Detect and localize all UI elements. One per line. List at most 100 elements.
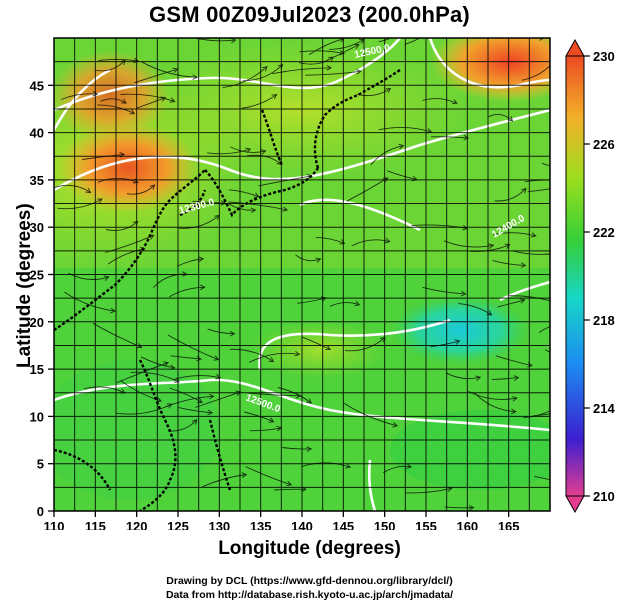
streamline-arrow — [339, 239, 346, 245]
streamline-arrow — [468, 504, 475, 511]
streamline — [222, 66, 268, 89]
streamline-arrow — [169, 97, 176, 103]
streamline — [430, 340, 460, 348]
streamline-arrow — [245, 147, 252, 154]
streamline — [207, 148, 251, 155]
x-tick-label: 150 — [374, 519, 396, 530]
streamline — [61, 93, 98, 100]
streamline-arrow — [261, 65, 268, 72]
streamline-arrow — [384, 237, 391, 244]
streamline — [141, 61, 198, 78]
streamline — [497, 299, 525, 308]
x-tick-label: 135 — [250, 519, 272, 530]
streamline — [57, 198, 103, 210]
streamline-arrow — [339, 49, 346, 56]
streamline — [282, 447, 312, 450]
streamline — [178, 215, 220, 229]
streamline — [351, 239, 390, 247]
streamline — [512, 250, 550, 255]
streamline-arrow — [556, 405, 561, 410]
streamline-arrow — [92, 91, 99, 97]
streamline-arrow — [353, 44, 360, 50]
streamline-arrow — [513, 375, 520, 381]
streamline — [120, 93, 175, 102]
streamline-arrow — [475, 375, 482, 381]
streamline-arrow — [268, 356, 275, 363]
streamline — [95, 59, 126, 72]
colorbar-tick-label: 222 — [593, 225, 615, 240]
streamline-arrow — [306, 398, 313, 404]
streamline — [533, 413, 550, 417]
streamline — [250, 427, 282, 432]
streamline-arrow — [306, 446, 313, 452]
streamline-arrow — [454, 339, 461, 345]
y-tick-label: 10 — [30, 409, 44, 424]
streamline-arrow — [511, 396, 518, 402]
x-axis-label: Longitude (degrees) — [218, 538, 401, 559]
streamline-arrow — [166, 403, 173, 409]
streamline — [130, 371, 180, 383]
y-tick-label: 40 — [30, 126, 44, 141]
streamline-arrow — [519, 298, 526, 304]
streamline-arrow — [120, 98, 127, 104]
streamline — [541, 162, 550, 167]
streamline-arrow — [596, 258, 601, 263]
streamline — [54, 184, 91, 193]
streamline-arrow — [200, 284, 206, 291]
streamline-arrow — [568, 34, 573, 39]
streamline-arrow — [355, 69, 362, 75]
streamline-arrow — [136, 343, 143, 349]
streamline-arrow — [385, 87, 392, 94]
streamline-arrow — [460, 290, 467, 297]
streamline — [248, 392, 301, 397]
streamline-arrow — [430, 29, 435, 34]
x-tick-label: 160 — [456, 519, 478, 530]
streamline-arrow — [345, 463, 351, 469]
streamline — [126, 184, 155, 195]
streamline — [521, 65, 550, 81]
streamline-arrow — [171, 15, 176, 19]
streamline — [405, 487, 452, 494]
streamline — [487, 113, 513, 122]
streamline — [135, 38, 138, 39]
streamline-arrow — [563, 35, 568, 39]
colorbar-body — [565, 55, 585, 497]
streamline — [404, 38, 421, 45]
y-tick-label: 15 — [30, 362, 44, 377]
x-tick-label: 110 — [44, 519, 65, 530]
streamline — [305, 70, 361, 76]
streamline-arrow — [530, 232, 537, 238]
streamline-arrow — [149, 184, 156, 190]
streamline — [172, 375, 221, 381]
streamline — [241, 94, 277, 109]
streamline-arrow — [392, 422, 399, 428]
streamline — [192, 200, 226, 204]
lat-lon-grid — [54, 38, 550, 511]
streamline-arrow — [451, 99, 458, 105]
x-tick-label: 130 — [208, 519, 230, 530]
streamline-arrow — [229, 330, 236, 337]
streamline — [64, 291, 116, 312]
streamline — [165, 395, 214, 408]
streamline-arrow — [520, 262, 527, 269]
streamline — [387, 170, 417, 181]
streamline-arrow — [110, 307, 116, 314]
streamline-arrow — [174, 377, 180, 383]
streamline — [167, 334, 219, 361]
streamline — [274, 488, 306, 491]
streamline-arrow — [103, 275, 110, 281]
map-figure: 12500.0 12300.0 12400.0 12500.0 110 115 12… — [30, 15, 615, 530]
colorbar-tick-label: 214 — [593, 401, 615, 416]
y-axis: 0 5 10 15 20 25 30 35 40 45 — [30, 78, 54, 519]
streamline-arrow — [215, 374, 222, 380]
streamline-arrow — [230, 38, 237, 44]
streamline-arrow — [133, 57, 140, 64]
streamline — [228, 201, 288, 211]
streamline — [202, 474, 247, 488]
colorbar-tick-label: 226 — [593, 137, 615, 152]
streamline-arrow — [282, 206, 289, 212]
y-tick-label: 30 — [30, 220, 44, 235]
colorbar-tick-label: 210 — [593, 489, 615, 504]
streamline — [549, 43, 550, 46]
streamline-arrow — [398, 143, 405, 150]
